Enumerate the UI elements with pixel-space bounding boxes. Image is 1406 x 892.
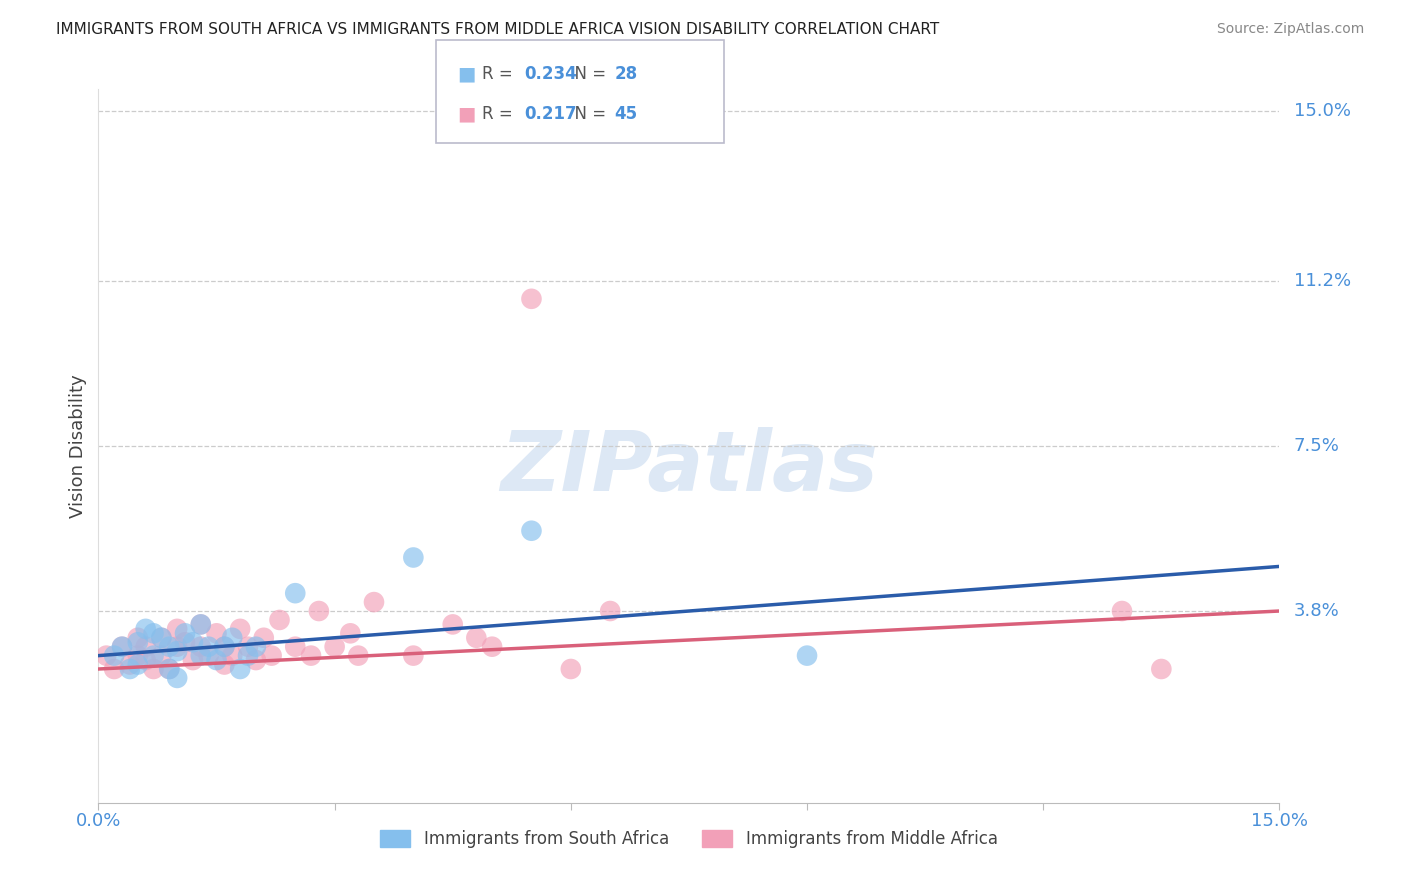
Point <box>520 292 543 306</box>
Point <box>214 657 236 672</box>
Point <box>465 631 488 645</box>
Point <box>229 622 252 636</box>
Text: IMMIGRANTS FROM SOUTH AFRICA VS IMMIGRANTS FROM MIDDLE AFRICA VISION DISABILITY : IMMIGRANTS FROM SOUTH AFRICA VS IMMIGRAN… <box>56 22 939 37</box>
Point <box>127 657 149 672</box>
Point <box>308 604 330 618</box>
Point <box>150 631 173 645</box>
Text: R =: R = <box>482 105 519 123</box>
Point <box>135 622 157 636</box>
Point <box>150 648 173 663</box>
Point <box>402 550 425 565</box>
Point <box>135 653 157 667</box>
Point <box>236 640 259 654</box>
Point <box>190 617 212 632</box>
Point <box>269 613 291 627</box>
Point <box>245 640 267 654</box>
Legend: Immigrants from South Africa, Immigrants from Middle Africa: Immigrants from South Africa, Immigrants… <box>374 823 1004 855</box>
Point <box>157 662 180 676</box>
Point <box>174 626 197 640</box>
Text: ZIPatlas: ZIPatlas <box>501 427 877 508</box>
Point <box>284 640 307 654</box>
Point <box>166 640 188 654</box>
Point <box>157 662 180 676</box>
Point <box>402 648 425 663</box>
Text: 11.2%: 11.2% <box>1294 272 1351 290</box>
Point <box>796 648 818 663</box>
Point <box>205 653 228 667</box>
Point <box>103 662 125 676</box>
Point <box>197 640 219 654</box>
Point <box>118 657 141 672</box>
Point <box>96 648 118 663</box>
Point <box>166 644 188 658</box>
Point <box>347 648 370 663</box>
Point <box>221 631 243 645</box>
Point <box>166 671 188 685</box>
Point <box>236 648 259 663</box>
Point <box>284 586 307 600</box>
Point <box>560 662 582 676</box>
Point <box>229 662 252 676</box>
Point <box>1111 604 1133 618</box>
Text: 15.0%: 15.0% <box>1251 812 1308 830</box>
Text: 28: 28 <box>614 65 637 83</box>
Point <box>190 648 212 663</box>
Text: ■: ■ <box>457 104 475 124</box>
Point <box>221 648 243 663</box>
Text: Source: ZipAtlas.com: Source: ZipAtlas.com <box>1216 22 1364 37</box>
Text: 15.0%: 15.0% <box>1294 103 1351 120</box>
Text: N =: N = <box>564 65 612 83</box>
Point <box>157 640 180 654</box>
Point <box>127 648 149 663</box>
Text: 3.8%: 3.8% <box>1294 602 1340 620</box>
Point <box>118 662 141 676</box>
Text: R =: R = <box>482 65 519 83</box>
Point <box>441 617 464 632</box>
Text: ■: ■ <box>457 64 475 84</box>
Point <box>174 635 197 649</box>
Point <box>214 640 236 654</box>
Point <box>150 631 173 645</box>
Point <box>111 640 134 654</box>
Point <box>127 635 149 649</box>
Point <box>363 595 385 609</box>
Point <box>260 648 283 663</box>
Point <box>103 648 125 663</box>
Point <box>245 653 267 667</box>
Point <box>205 626 228 640</box>
Text: 0.234: 0.234 <box>524 65 578 83</box>
Text: 45: 45 <box>614 105 637 123</box>
Point <box>166 622 188 636</box>
Point <box>520 524 543 538</box>
Point <box>142 626 165 640</box>
Point <box>599 604 621 618</box>
Point <box>323 640 346 654</box>
Y-axis label: Vision Disability: Vision Disability <box>69 374 87 518</box>
Text: 0.0%: 0.0% <box>76 812 121 830</box>
Point <box>190 617 212 632</box>
Point <box>135 640 157 654</box>
Text: 7.5%: 7.5% <box>1294 437 1340 455</box>
Point <box>127 631 149 645</box>
Point <box>253 631 276 645</box>
Point <box>1150 662 1173 676</box>
Point <box>214 640 236 654</box>
Point <box>481 640 503 654</box>
Text: 0.217: 0.217 <box>524 105 576 123</box>
Point <box>190 640 212 654</box>
Text: N =: N = <box>564 105 612 123</box>
Point <box>142 648 165 663</box>
Point <box>111 640 134 654</box>
Point <box>197 648 219 663</box>
Point <box>299 648 322 663</box>
Point <box>181 653 204 667</box>
Point <box>181 635 204 649</box>
Point <box>339 626 361 640</box>
Point <box>142 662 165 676</box>
